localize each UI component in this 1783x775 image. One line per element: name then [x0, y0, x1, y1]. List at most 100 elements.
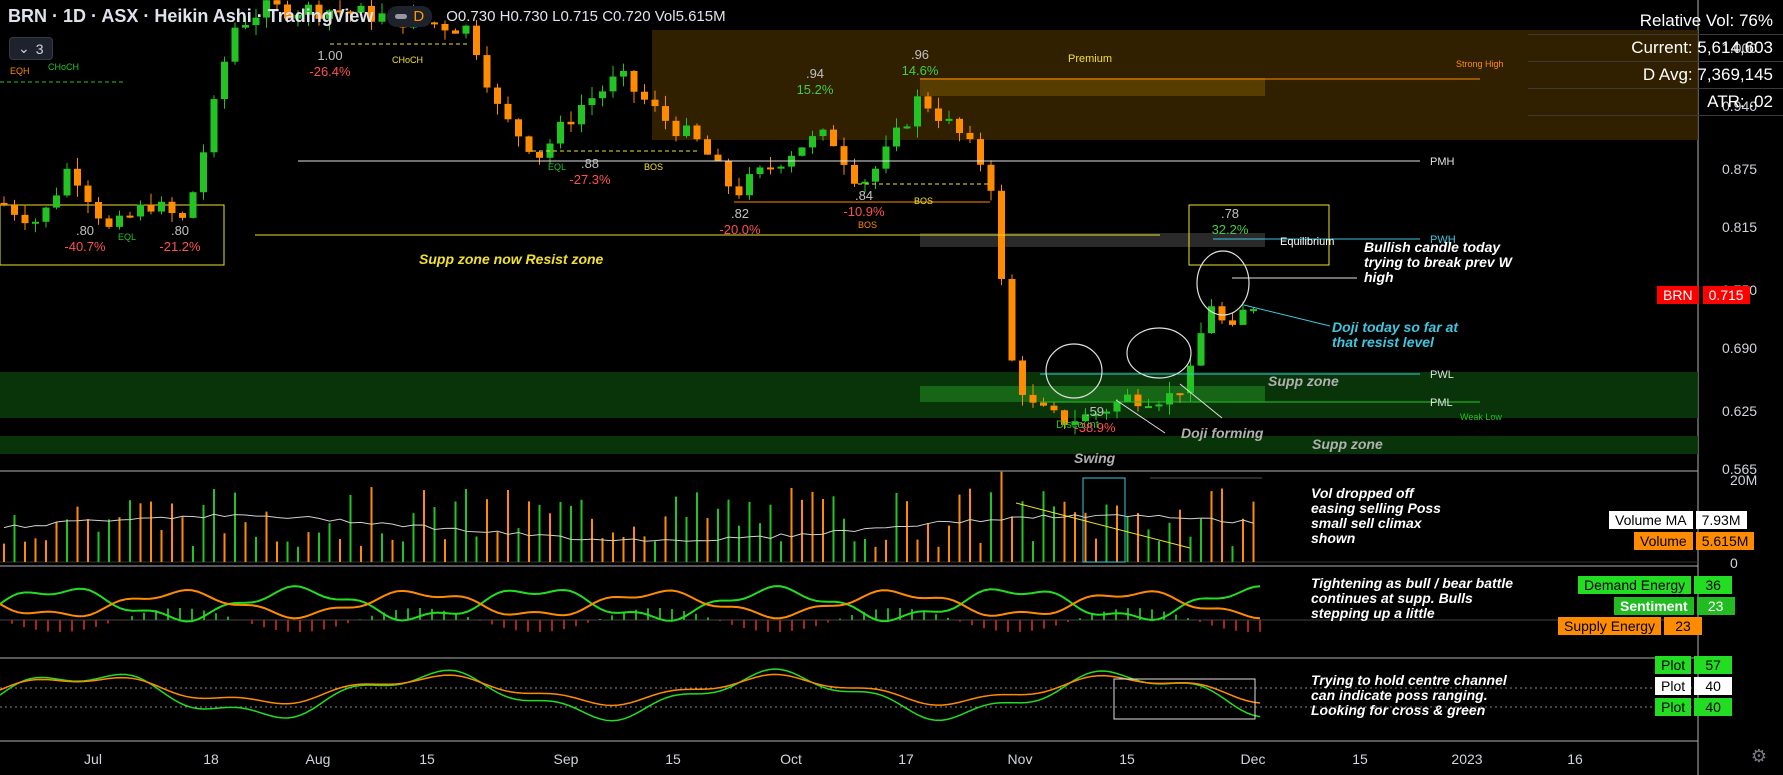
candle	[63, 168, 71, 196]
candle	[1218, 306, 1226, 321]
swing-price-label: .59	[1086, 404, 1104, 419]
volume-ma-line	[3, 513, 1254, 542]
time-tick-label: 15	[665, 751, 681, 767]
structure-label: EQL	[548, 162, 566, 172]
plot3-value: 40	[1694, 698, 1733, 716]
time-tick-label: 2023	[1451, 751, 1482, 767]
zone-label: Equilibrium	[1280, 236, 1334, 248]
swing-price-label: .88	[581, 156, 599, 171]
candle	[1208, 306, 1215, 334]
current-vol: Current: 5,614,603	[1528, 35, 1783, 62]
swing-price-label: .84	[855, 188, 873, 203]
candle	[578, 105, 585, 125]
price-tick-label: 0.625	[1722, 403, 1757, 419]
candle	[1050, 405, 1058, 411]
candle	[798, 147, 806, 156]
candle	[1008, 279, 1016, 361]
candle	[777, 166, 785, 169]
equilibrium-zone	[920, 233, 1265, 247]
candle	[263, 0, 270, 18]
candle	[924, 96, 932, 109]
sentiment-value: 23	[1696, 597, 1735, 615]
plot2-value: 40	[1694, 677, 1733, 695]
candle	[1061, 410, 1068, 425]
time-tick-label: 17	[898, 751, 914, 767]
candle	[32, 221, 39, 224]
plot1-value: 57	[1694, 656, 1733, 674]
volume-stats-table: Relative Vol: 76% Current: 5,614,603 D A…	[1528, 8, 1783, 116]
candle	[693, 125, 701, 140]
price-tag-value: 0.715	[1702, 286, 1750, 304]
interval-toggle[interactable]: D	[387, 6, 433, 27]
annotation-vol: Vol dropped off easing selling Poss smal…	[1311, 485, 1441, 546]
zone-label: Discount	[1056, 419, 1099, 431]
candle	[273, 0, 281, 5]
structure-label: EQH	[10, 66, 30, 76]
candle	[704, 139, 711, 155]
candle	[1019, 360, 1026, 395]
candle	[756, 167, 764, 175]
annotation-bullish: Bullish candle today trying to break pre…	[1364, 239, 1512, 285]
candle	[168, 201, 176, 214]
swing-price-label: .82	[731, 206, 749, 221]
price-tick-label: 0.565	[1722, 461, 1757, 477]
candle	[1029, 394, 1037, 403]
swing-pct-label: -21.2%	[159, 239, 201, 254]
volume-trend-line	[1015, 502, 1191, 549]
candle	[284, 4, 291, 19]
candle	[1134, 394, 1142, 407]
swing-pct-label: -27.3%	[569, 172, 611, 187]
candle	[977, 139, 984, 165]
swing-pct-label: -20.0%	[719, 222, 761, 237]
candle	[242, 25, 249, 28]
candle	[336, 10, 344, 13]
candle	[882, 146, 890, 169]
volume-scale-bottom: 0	[1730, 555, 1738, 571]
volume-label: Volume	[1634, 532, 1693, 550]
candle	[651, 99, 659, 107]
candle	[252, 17, 260, 26]
swing-pct-label: -40.7%	[64, 239, 106, 254]
candle	[158, 201, 165, 212]
candle	[945, 118, 953, 121]
structure-label: Strong High	[1456, 59, 1504, 69]
candle	[956, 118, 963, 133]
candle	[1071, 421, 1079, 425]
candle	[767, 167, 774, 170]
price-tick-label: 0.940	[1722, 98, 1757, 114]
candle	[1040, 402, 1047, 406]
swing-price-label: .78	[1221, 206, 1239, 221]
gear-icon[interactable]: ⚙	[1750, 746, 1767, 766]
candle	[1187, 365, 1194, 394]
symbol-title[interactable]: BRN · 1D · ASX · Heikin Ashi · TradingVi…	[8, 6, 374, 26]
candle	[851, 164, 858, 184]
time-tick-label: 16	[1567, 751, 1583, 767]
candle	[147, 204, 155, 212]
candle	[557, 121, 564, 144]
candle	[872, 168, 879, 182]
swing-pct-label: 32.2%	[1212, 222, 1249, 237]
candle	[830, 129, 837, 147]
interval-badge: D	[413, 8, 425, 25]
candle	[210, 99, 218, 153]
demand-energy-label: Demand Energy	[1578, 576, 1692, 594]
candle	[609, 76, 617, 92]
annotation-supp-resist: Supp zone now Resist zone	[419, 251, 604, 267]
volume-ma-legend: Volume MA 7.93M	[1609, 511, 1747, 529]
lower-support-zone	[0, 436, 1698, 454]
indicator-count: 3	[35, 40, 44, 57]
candle	[42, 207, 50, 222]
demand-energy-value: 36	[1694, 576, 1733, 594]
time-tick-label: 18	[203, 751, 219, 767]
time-tick-label: Sep	[554, 751, 579, 767]
candle	[620, 70, 627, 77]
candle	[861, 181, 869, 184]
toggle-icon	[395, 14, 408, 19]
premium-inner-zone	[920, 78, 1265, 96]
candle	[588, 98, 596, 106]
collapse-indicators-button[interactable]: ⌄ 3	[9, 37, 53, 60]
plot-highlight	[1113, 678, 1256, 720]
arrow-line	[1179, 383, 1223, 419]
supply-energy-line	[0, 588, 1261, 620]
